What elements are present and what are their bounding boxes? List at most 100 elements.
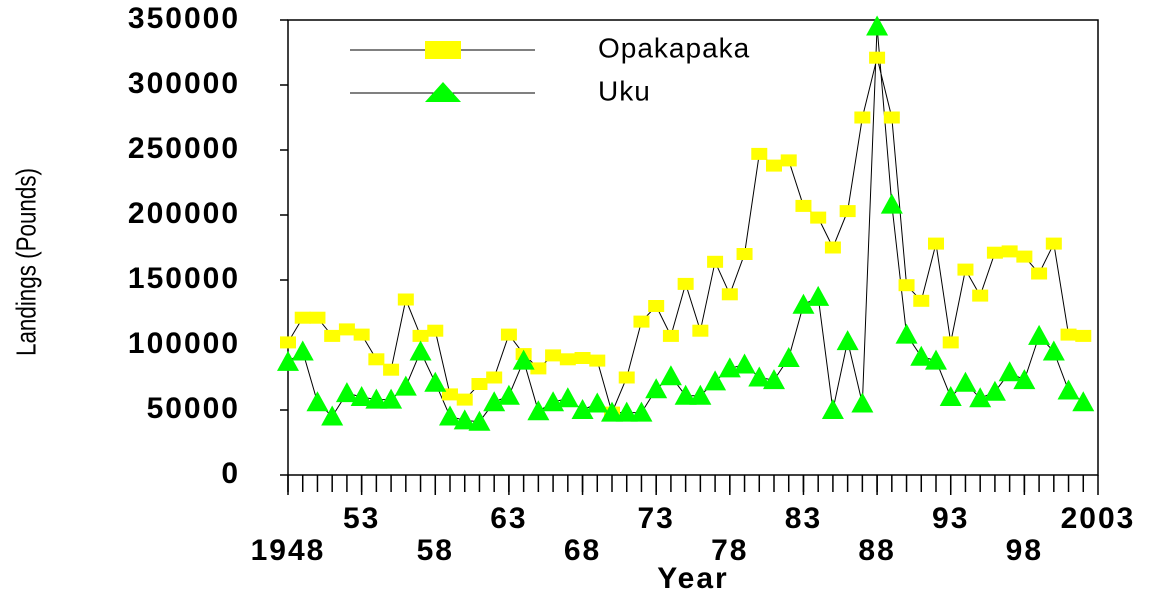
x-tick-label: 78 bbox=[711, 534, 748, 567]
y-tick-label: 0 bbox=[221, 457, 240, 490]
marker bbox=[324, 329, 341, 342]
marker bbox=[733, 353, 756, 374]
marker bbox=[969, 387, 992, 408]
marker bbox=[836, 330, 859, 351]
marker bbox=[615, 401, 638, 422]
marker bbox=[1057, 379, 1080, 400]
marker bbox=[766, 159, 782, 172]
marker bbox=[574, 352, 591, 364]
marker bbox=[795, 199, 812, 212]
marker bbox=[869, 51, 886, 64]
marker bbox=[839, 205, 856, 218]
marker bbox=[751, 147, 768, 160]
y-tick-label: 50000 bbox=[147, 392, 240, 425]
x-tick-label: 73 bbox=[637, 502, 674, 535]
marker bbox=[586, 392, 609, 413]
marker bbox=[486, 371, 503, 384]
marker bbox=[545, 349, 562, 362]
marker bbox=[883, 111, 900, 124]
y-axis-title: Landings (Pounds) bbox=[11, 168, 42, 356]
marker bbox=[792, 293, 815, 314]
legend-label: Opakapaka bbox=[598, 32, 750, 63]
marker bbox=[365, 388, 388, 409]
marker bbox=[954, 371, 977, 392]
x-tick-label: 68 bbox=[564, 534, 601, 567]
legend-marker bbox=[425, 82, 461, 102]
marker bbox=[601, 401, 623, 422]
x-tick-label: 58 bbox=[417, 534, 454, 567]
marker bbox=[1072, 391, 1095, 412]
marker bbox=[500, 328, 517, 341]
x-tick-label: 2003 bbox=[1061, 502, 1136, 535]
series-line bbox=[287, 57, 1084, 415]
marker bbox=[424, 371, 447, 392]
marker bbox=[898, 279, 915, 292]
marker bbox=[633, 315, 650, 328]
marker bbox=[453, 409, 476, 430]
marker bbox=[280, 336, 296, 349]
marker bbox=[910, 345, 933, 366]
marker bbox=[412, 329, 429, 342]
x-tick-label: 53 bbox=[343, 502, 380, 535]
marker bbox=[321, 405, 344, 426]
y-tick-label: 150000 bbox=[128, 262, 240, 295]
x-tick-label: 98 bbox=[1006, 534, 1043, 567]
marker bbox=[630, 401, 653, 422]
y-tick-label: 350000 bbox=[128, 2, 240, 35]
series-line bbox=[287, 26, 1084, 423]
marker bbox=[512, 349, 535, 370]
marker bbox=[456, 393, 473, 406]
marker bbox=[983, 380, 1006, 401]
marker bbox=[854, 111, 871, 124]
marker bbox=[1028, 324, 1051, 345]
marker bbox=[294, 311, 311, 324]
marker bbox=[1013, 369, 1036, 390]
marker bbox=[777, 347, 800, 367]
marker bbox=[439, 405, 461, 426]
marker bbox=[556, 387, 579, 408]
marker bbox=[571, 399, 594, 419]
marker bbox=[851, 392, 874, 413]
marker bbox=[998, 361, 1021, 382]
marker bbox=[1016, 250, 1033, 263]
marker bbox=[350, 386, 373, 406]
marker bbox=[972, 289, 989, 302]
plot-frame bbox=[287, 19, 1099, 476]
marker bbox=[692, 324, 709, 337]
marker bbox=[674, 384, 697, 405]
marker bbox=[721, 288, 738, 301]
marker bbox=[394, 375, 417, 396]
marker bbox=[309, 311, 326, 324]
marker bbox=[409, 340, 432, 361]
marker bbox=[925, 349, 947, 370]
marker bbox=[689, 384, 712, 405]
marker bbox=[648, 300, 665, 312]
marker bbox=[471, 378, 488, 390]
x-axis-title: Year bbox=[657, 562, 728, 595]
marker bbox=[736, 248, 753, 260]
marker bbox=[810, 211, 827, 224]
marker bbox=[928, 237, 944, 250]
marker bbox=[397, 293, 414, 306]
marker bbox=[866, 15, 889, 36]
x-tick-label: 63 bbox=[490, 502, 527, 535]
marker bbox=[1001, 245, 1018, 258]
marker bbox=[913, 294, 930, 307]
legend-label: Uku bbox=[598, 75, 651, 106]
marker bbox=[939, 386, 962, 406]
marker bbox=[986, 246, 1003, 259]
marker bbox=[530, 362, 547, 375]
x-tick-label: 1948 bbox=[251, 534, 326, 567]
marker bbox=[353, 328, 370, 341]
marker bbox=[291, 340, 314, 361]
marker bbox=[1045, 237, 1062, 250]
marker bbox=[821, 399, 844, 419]
marker bbox=[880, 193, 903, 214]
y-tick-label: 300000 bbox=[128, 67, 240, 100]
x-tick-label: 88 bbox=[858, 534, 895, 567]
marker bbox=[338, 323, 355, 336]
marker bbox=[807, 285, 830, 306]
marker bbox=[380, 388, 403, 409]
marker bbox=[677, 277, 694, 290]
marker bbox=[277, 350, 299, 371]
